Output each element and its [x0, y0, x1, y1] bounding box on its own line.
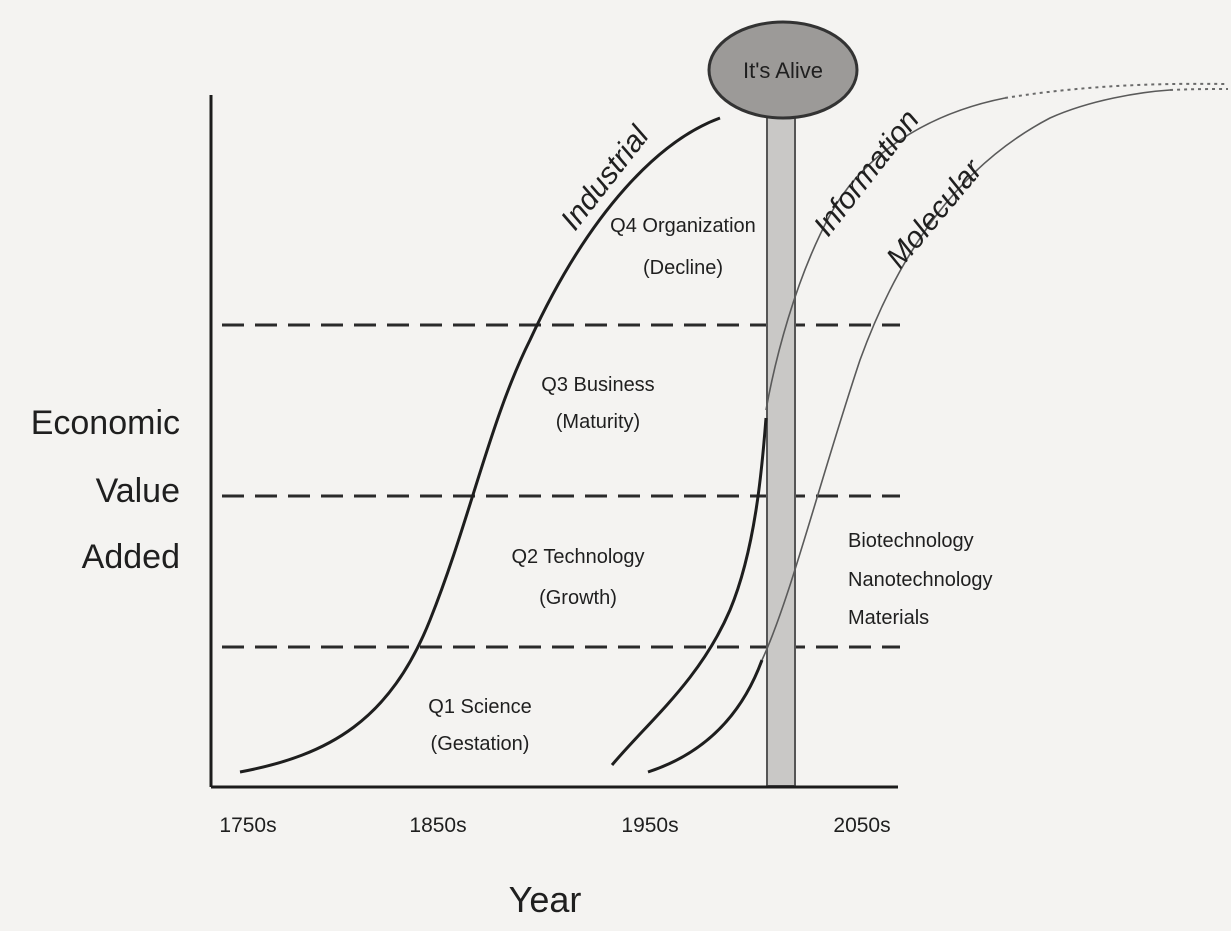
its-alive-band: [766, 109, 796, 787]
y-axis-title-line-2: Value: [96, 472, 180, 510]
q2-stage: (Growth): [539, 587, 617, 609]
q1-stage: (Gestation): [431, 733, 530, 755]
information-curve-early: [610, 417, 768, 766]
industrial-curve: [239, 116, 721, 774]
its-alive-label: It's Alive: [743, 58, 823, 83]
y-axis-title-line-1: Economic: [31, 404, 180, 442]
q3-name: Q3 Business: [541, 374, 654, 396]
x-tick-label: 2050s: [833, 814, 890, 837]
its-alive-bubble: [707, 20, 859, 120]
information-curve-projection: [1004, 82, 1226, 99]
q2-name: Q2 Technology: [511, 546, 644, 568]
x-tick-label: 1750s: [219, 814, 276, 837]
molecular-example-materials: Materials: [848, 607, 929, 629]
information-curve-late: [765, 97, 1006, 411]
molecular-curve-projection: [1169, 88, 1229, 91]
x-tick-label: 1950s: [621, 814, 678, 837]
x-axis-title: Year: [509, 879, 582, 920]
molecular-example-biotechnology: Biotechnology: [848, 530, 974, 552]
q1-name: Q1 Science: [428, 696, 531, 718]
q4-stage: (Decline): [643, 257, 723, 279]
q4-name: Q4 Organization: [610, 215, 756, 237]
molecular-example-nanotechnology: Nanotechnology: [848, 569, 993, 591]
molecular-curve-late: [761, 89, 1171, 661]
y-axis-title-line-3: Added: [82, 538, 180, 576]
era-label-molecular: Molecular: [880, 153, 990, 275]
q3-stage: (Maturity): [556, 411, 640, 433]
molecular-curve-early: [647, 659, 764, 774]
x-tick-label: 1850s: [409, 814, 466, 837]
